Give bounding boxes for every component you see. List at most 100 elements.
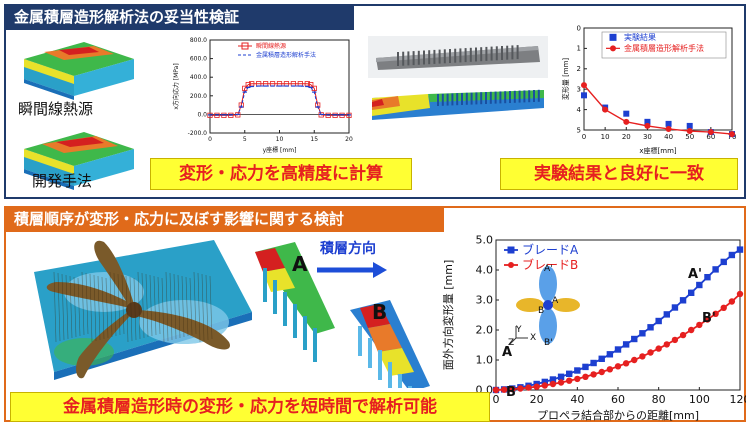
- legend-label: 実験結果: [624, 32, 656, 42]
- x-axis-label: y座標 [mm]: [263, 146, 297, 154]
- data-point: [598, 368, 605, 376]
- legend-label: ブレードA: [522, 242, 579, 257]
- y-tick-label: 3.0: [476, 294, 494, 307]
- data-point: [549, 380, 557, 388]
- y-axis-label: 変形量 [mm]: [561, 58, 570, 101]
- propeller-layers: [53, 271, 213, 343]
- y-tick-label: 2: [577, 65, 581, 73]
- y-tick-label: 600.0: [190, 56, 207, 63]
- legend-marker: [609, 33, 617, 41]
- inset-b-prime: B': [544, 338, 553, 348]
- x-tick-label: 20: [345, 136, 353, 143]
- callout-fast-analysis: 金属積層造形時の変形・応力を短時間で解析可能: [10, 392, 490, 422]
- y-tick-label: 4.0: [476, 264, 494, 277]
- y-tick-label: 1.0: [476, 354, 494, 367]
- y-tick-label: 2.0: [476, 324, 494, 337]
- x-tick-label: 120: [730, 393, 747, 406]
- specimen-comb: [397, 45, 519, 66]
- y-tick-label: -200.0: [188, 130, 208, 137]
- data-point: [644, 118, 651, 125]
- y-tick-label: 5.0: [476, 234, 494, 247]
- legend-label: 瞬間線熱源: [256, 42, 286, 50]
- data-point: [541, 378, 548, 386]
- curve-end-label-a: A': [688, 267, 702, 282]
- simulation-comb: [437, 89, 540, 106]
- x-tick-label: 50: [685, 133, 694, 141]
- blade-closeups: [255, 242, 430, 388]
- x-tick-label: 40: [664, 133, 673, 141]
- curve-end-label-b: B': [702, 311, 716, 326]
- blade-b-label: B: [372, 300, 388, 324]
- data-point: [622, 360, 630, 367]
- data-point: [704, 274, 711, 281]
- data-point: [696, 321, 703, 329]
- data-point: [655, 317, 662, 325]
- curve-start-label-b: B: [506, 385, 516, 400]
- y-tick-label: 1: [577, 45, 581, 53]
- blade-a-closeup: [255, 242, 335, 362]
- data-point: [574, 375, 581, 383]
- x-tick-label: 5: [243, 136, 247, 143]
- inset-a: A: [552, 296, 559, 306]
- data-point: [639, 353, 646, 360]
- data-point: [574, 367, 581, 374]
- developed-method-model: [24, 132, 134, 190]
- data-point: [509, 385, 516, 393]
- data-point: [492, 386, 500, 394]
- data-point: [606, 351, 614, 358]
- blade-a-label: A: [292, 252, 308, 276]
- data-point: [728, 298, 736, 305]
- x-tick-label: 10: [601, 133, 610, 141]
- data-point: [614, 363, 622, 370]
- inset-b: B: [538, 306, 545, 316]
- data-point: [500, 386, 508, 393]
- data-point: [557, 373, 565, 380]
- inset-a-prime: A': [544, 264, 553, 274]
- y-axis-label: 面外方向変形量 [mm]: [441, 260, 455, 371]
- stress-chart: 0 5 10 15 20 800.0 600.0 400.0 200.0 0.0 -200.0 y座標…: [172, 37, 353, 154]
- x-tick-label: 0: [582, 133, 586, 141]
- x-tick-label: 100: [689, 393, 710, 406]
- developed-method-label: 開発手法: [32, 172, 93, 190]
- y-tick-label: 400.0: [190, 74, 207, 81]
- bottom-section-title: 積層順序が変形・応力に及ぼす影響に関する検討: [4, 206, 444, 232]
- data-point: [582, 373, 589, 380]
- data-point: [557, 379, 565, 386]
- data-point: [228, 112, 234, 118]
- stacking-direction-arrow: [317, 262, 387, 278]
- x-tick-label: 40: [570, 393, 584, 406]
- axis-x-label: X: [530, 333, 537, 343]
- instant-heat-source-model: [24, 42, 134, 100]
- instant-heat-source-label: 瞬間線熱源: [18, 100, 94, 118]
- axis-z-label: Z: [508, 338, 515, 348]
- data-point: [631, 335, 638, 343]
- x-tick-label: 20: [622, 133, 631, 141]
- data-point: [549, 376, 557, 383]
- data-point: [614, 346, 622, 353]
- data-point: [655, 345, 662, 352]
- heat-source-models: [24, 42, 134, 190]
- legend-marker: [241, 42, 249, 50]
- data-point: [581, 92, 587, 99]
- data-point: [566, 370, 573, 377]
- data-point: [647, 324, 654, 331]
- x-tick-label: 0: [493, 393, 500, 406]
- propeller-inset: [509, 266, 580, 345]
- x-tick-label: 60: [706, 133, 715, 141]
- data-point: [663, 341, 670, 348]
- x-axis-label: プロペラ結合部からの距離[mm]: [537, 408, 699, 422]
- legend-label: 金属積層造形解析手法: [624, 43, 704, 53]
- data-point: [566, 377, 573, 384]
- y-axis-label: x方向応力 [MPa]: [172, 63, 180, 109]
- data-point: [622, 341, 630, 348]
- legend-label: 金属積層造形解析手法: [256, 51, 316, 59]
- data-point: [346, 112, 352, 118]
- propeller-simulation: [34, 240, 252, 380]
- data-point: [541, 382, 548, 389]
- data-point: [517, 385, 524, 392]
- x-tick-label: 60: [611, 393, 625, 406]
- deformation-chart: 010203040506070012345x座標[mm]変形量 [mm]実験結果…: [561, 24, 736, 155]
- data-point: [679, 297, 687, 304]
